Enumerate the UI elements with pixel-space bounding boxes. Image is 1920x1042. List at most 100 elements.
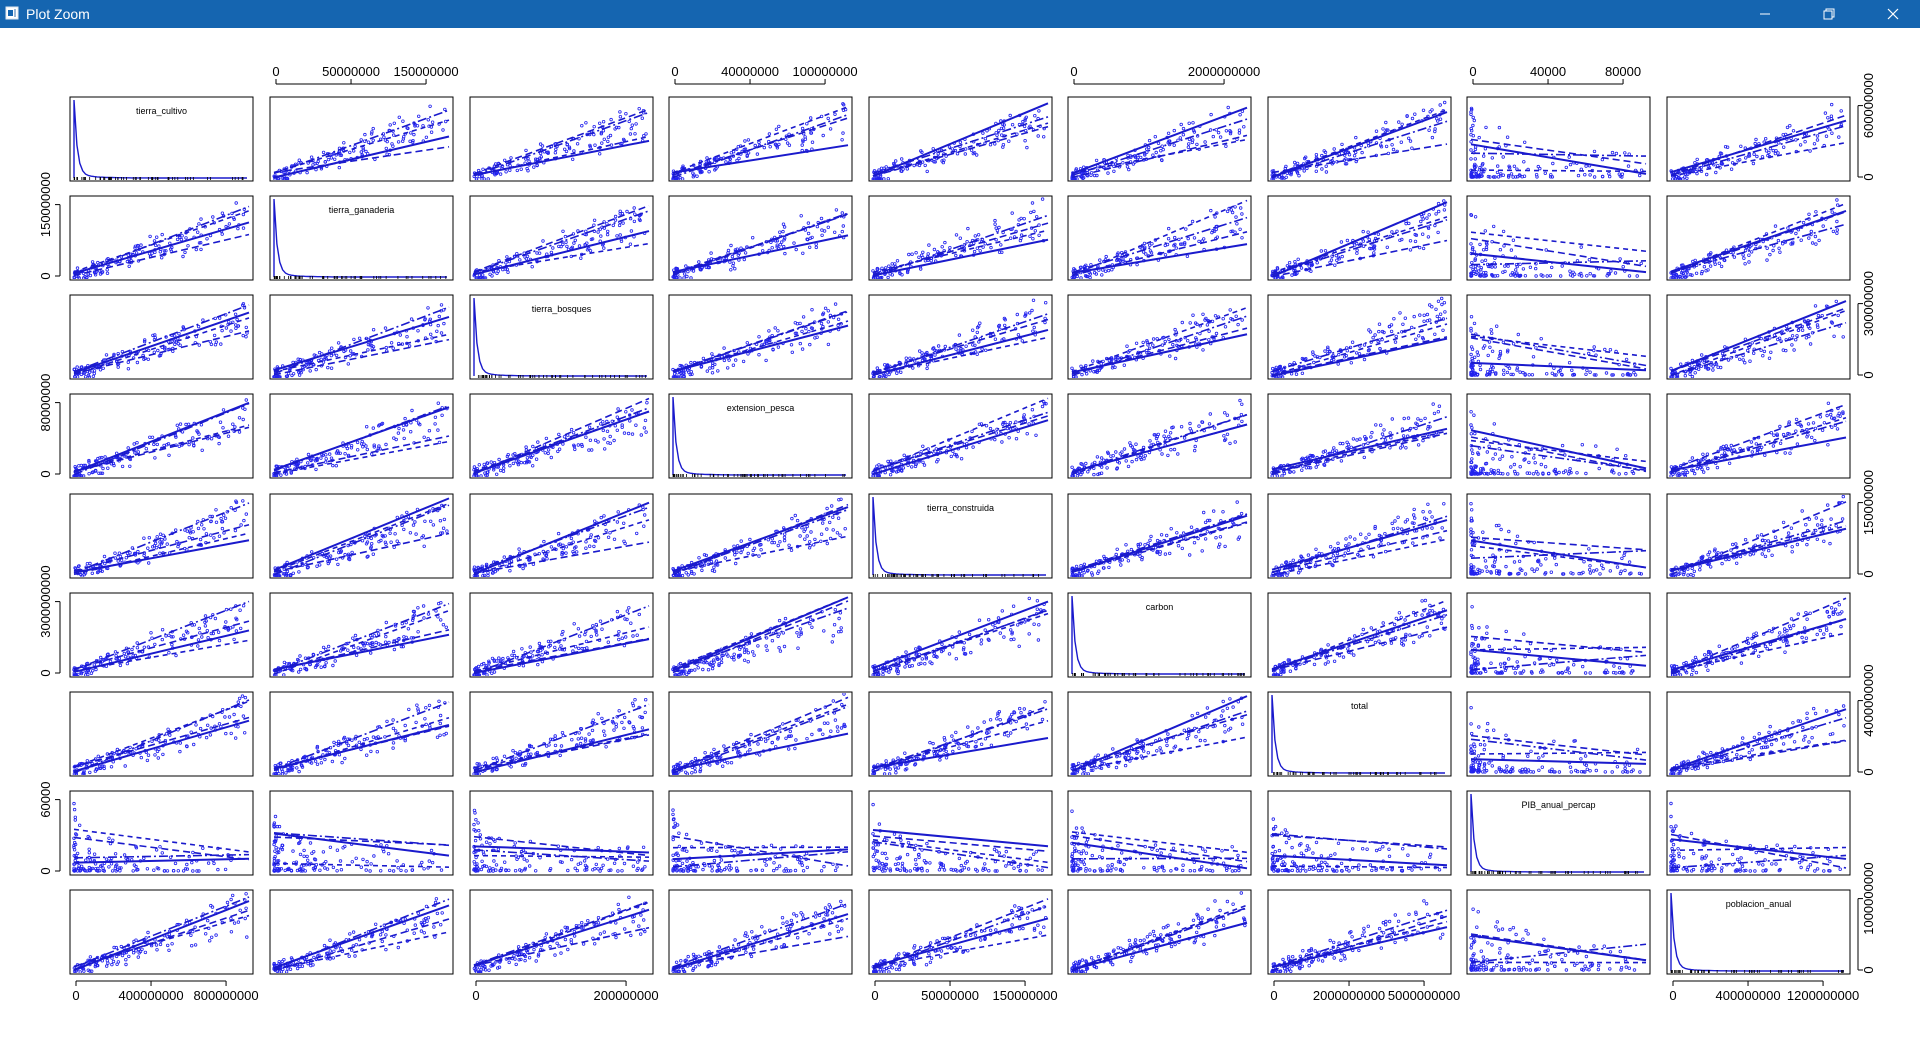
data-point xyxy=(879,166,884,170)
data-point xyxy=(1570,368,1574,372)
data-point xyxy=(1613,271,1618,275)
data-point xyxy=(338,153,342,157)
close-button[interactable] xyxy=(1870,0,1916,28)
data-point xyxy=(1144,348,1149,353)
data-point xyxy=(728,157,733,161)
data-point xyxy=(1541,471,1545,475)
regression-line xyxy=(872,411,1049,472)
data-point xyxy=(371,426,375,430)
data-point xyxy=(619,239,624,243)
data-point xyxy=(412,132,416,137)
data-point xyxy=(1409,325,1414,330)
data-point xyxy=(592,124,596,129)
data-point xyxy=(1110,267,1114,272)
data-point xyxy=(674,375,678,378)
data-point xyxy=(334,464,338,468)
data-point xyxy=(1300,356,1305,361)
data-point xyxy=(1122,447,1127,451)
data-point xyxy=(587,448,591,452)
data-point xyxy=(1309,454,1314,458)
data-point xyxy=(999,126,1004,131)
data-point xyxy=(1436,209,1441,214)
data-point xyxy=(1669,366,1673,371)
data-point xyxy=(1685,270,1689,274)
data-point xyxy=(644,132,648,136)
data-point xyxy=(529,455,533,460)
data-point xyxy=(1419,418,1423,423)
data-point xyxy=(794,331,799,335)
data-point xyxy=(1696,367,1701,371)
minimize-button[interactable] xyxy=(1742,0,1788,28)
data-point xyxy=(617,125,621,130)
data-point xyxy=(1209,208,1213,213)
regression-line xyxy=(1271,432,1448,474)
data-point xyxy=(159,255,164,260)
data-point xyxy=(1788,123,1792,128)
data-point xyxy=(232,217,236,221)
data-point xyxy=(1830,131,1834,135)
panel-frame xyxy=(469,294,654,380)
data-point xyxy=(562,435,567,439)
data-point xyxy=(534,457,539,461)
data-point xyxy=(1566,472,1571,476)
data-point xyxy=(1550,175,1555,179)
data-point xyxy=(1297,173,1301,178)
data-point xyxy=(726,366,730,370)
data-point xyxy=(673,274,677,279)
data-point xyxy=(1621,264,1625,269)
data-point xyxy=(1836,414,1840,418)
data-point xyxy=(1470,373,1475,377)
data-point xyxy=(1188,321,1192,325)
data-point xyxy=(1764,149,1769,153)
data-point xyxy=(1270,177,1274,180)
data-point xyxy=(1830,321,1835,325)
data-point xyxy=(1191,128,1196,133)
panel-content xyxy=(1469,212,1647,278)
data-point xyxy=(920,351,924,355)
data-point xyxy=(142,338,147,342)
panel-content xyxy=(871,197,1049,279)
data-point xyxy=(1490,364,1494,368)
data-point xyxy=(342,141,346,145)
data-point xyxy=(1240,402,1244,406)
data-point xyxy=(1008,421,1013,425)
data-point xyxy=(1548,175,1553,179)
restore-button[interactable] xyxy=(1806,0,1852,28)
data-point xyxy=(618,110,622,114)
data-point xyxy=(919,267,923,271)
data-point xyxy=(1615,447,1619,451)
data-point xyxy=(436,401,440,405)
data-point xyxy=(1223,325,1228,329)
data-point xyxy=(1483,274,1487,278)
data-point xyxy=(1275,266,1280,270)
data-point xyxy=(994,237,998,242)
data-point xyxy=(573,238,577,242)
data-point xyxy=(125,259,130,264)
data-point xyxy=(1147,138,1152,143)
data-point xyxy=(1127,167,1131,172)
data-point xyxy=(384,345,388,350)
data-point xyxy=(1350,340,1355,344)
data-point xyxy=(1427,303,1432,307)
data-point xyxy=(1434,307,1438,311)
data-point xyxy=(1522,160,1526,164)
data-point xyxy=(983,136,988,141)
data-point xyxy=(523,255,527,259)
data-point xyxy=(787,143,792,147)
data-point xyxy=(1475,372,1480,376)
data-point xyxy=(774,127,779,131)
data-point xyxy=(1754,137,1758,142)
data-point xyxy=(1794,417,1799,422)
data-point xyxy=(1022,216,1026,221)
data-point xyxy=(437,440,442,445)
scatter-panel xyxy=(69,493,254,579)
data-point xyxy=(782,225,787,229)
data-point xyxy=(1469,423,1473,427)
data-point xyxy=(352,337,356,342)
data-point xyxy=(684,264,688,268)
data-point xyxy=(931,347,935,351)
data-point xyxy=(321,360,326,364)
data-point xyxy=(1160,452,1164,456)
regression-line xyxy=(1271,219,1448,276)
data-point xyxy=(993,222,997,226)
